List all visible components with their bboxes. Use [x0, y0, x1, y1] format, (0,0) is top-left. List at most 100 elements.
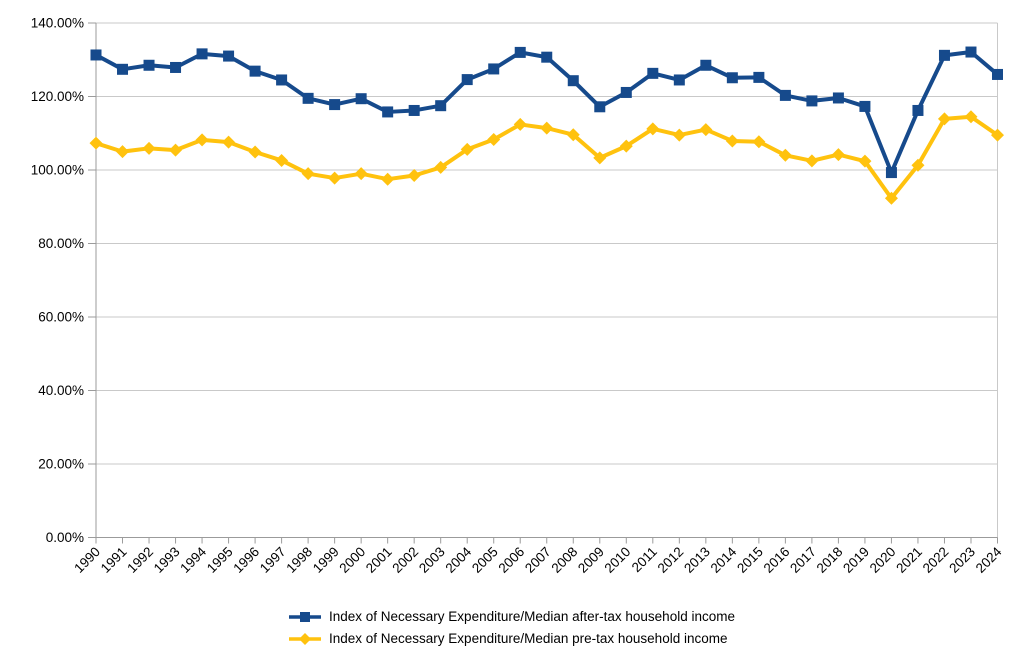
data-point-square-marker [382, 106, 394, 118]
data-point-square-marker [249, 65, 261, 77]
x-axis-label: 2022 [920, 544, 952, 576]
data-point-square-marker [196, 48, 208, 60]
data-point-square-marker [276, 74, 288, 86]
x-axis-label: 2021 [893, 544, 925, 576]
data-point-diamond-marker [169, 143, 183, 157]
x-axis-label: 2002 [389, 544, 421, 576]
data-point-diamond-marker [142, 141, 156, 155]
x-axis-label: 2014 [708, 544, 740, 576]
data-point-square-marker [806, 95, 818, 107]
x-axis-label: 2006 [496, 544, 528, 576]
x-axis-label: 1996 [230, 544, 262, 576]
data-point-diamond-marker [275, 153, 289, 167]
y-axis-label: 60.00% [38, 310, 84, 325]
data-point-square-marker [302, 92, 314, 104]
data-point-square-marker [435, 100, 447, 112]
chart-area: 0.00% 20.00% 40.00% 60.00% 80.00% 100.00% 120.… [31, 16, 1005, 576]
data-point-diamond-marker [778, 148, 792, 162]
data-point-square-marker [170, 61, 182, 73]
y-axis-label: 100.00% [31, 163, 84, 178]
chart-legend: Index of Necessary Expenditure/Median af… [0, 608, 1024, 648]
data-point-diamond-marker [460, 142, 474, 156]
data-point-diamond-marker [964, 110, 978, 124]
x-axis-label: 1997 [257, 544, 289, 576]
y-axis-label: 120.00% [31, 89, 84, 104]
data-point-diamond-marker [991, 128, 1004, 142]
data-point-diamond-marker [752, 135, 766, 149]
data-point-square-marker [408, 104, 420, 116]
x-axis-label: 1998 [283, 544, 315, 576]
data-point-diamond-marker [195, 133, 209, 147]
data-point-square-marker [832, 92, 844, 104]
y-axis-label: 0.00% [46, 530, 84, 545]
legend-item-after-tax: Index of Necessary Expenditure/Median af… [289, 608, 735, 626]
data-point-diamond-marker [619, 139, 633, 153]
x-axis-label: 1999 [310, 544, 342, 576]
data-point-diamond-marker [831, 148, 845, 162]
x-axis-label: 2018 [814, 544, 846, 576]
data-point-diamond-marker [672, 128, 686, 142]
data-point-diamond-marker [805, 154, 819, 168]
data-point-diamond-marker [725, 134, 739, 148]
x-axis-label: 2004 [442, 544, 474, 576]
data-point-square-marker [938, 49, 950, 61]
x-axis-label: 2016 [761, 544, 793, 576]
data-point-square-marker [700, 59, 712, 71]
x-axis-label: 2020 [867, 544, 899, 576]
data-point-square-marker [885, 167, 897, 179]
data-point-square-marker [620, 86, 632, 98]
data-point-square-marker [355, 93, 367, 105]
data-point-square-marker [779, 89, 791, 101]
x-axis-label: 2003 [416, 544, 448, 576]
x-axis-label: 2017 [787, 544, 819, 576]
x-axis-label: 2019 [840, 544, 872, 576]
data-point-square-marker [329, 99, 341, 111]
x-axis-label: 2010 [602, 544, 634, 576]
x-axis-label: 2000 [336, 544, 368, 576]
data-point-diamond-marker [354, 167, 368, 181]
y-axis-label: 40.00% [38, 383, 84, 398]
data-point-diamond-marker [566, 128, 580, 142]
x-axis-label: 1992 [124, 544, 156, 576]
x-axis-label: 2015 [734, 544, 766, 576]
x-axis-label: 1994 [177, 544, 209, 576]
data-point-diamond-marker [89, 136, 103, 150]
legend-line-square-icon [289, 612, 321, 622]
legend-label-pre-tax: Index of Necessary Expenditure/Median pr… [329, 631, 728, 646]
data-point-diamond-marker [116, 145, 130, 159]
data-point-square-marker [223, 50, 235, 62]
x-axis-label: 1995 [204, 544, 236, 576]
data-point-diamond-marker [434, 160, 448, 174]
data-point-square-marker [859, 100, 871, 112]
data-point-square-marker [143, 59, 155, 71]
data-point-square-marker [753, 71, 765, 83]
x-axis-label: 2007 [522, 544, 554, 576]
x-axis-label: 2024 [973, 544, 1005, 576]
data-point-square-marker [594, 101, 606, 113]
x-axis-label: 2023 [946, 544, 978, 576]
x-axis-label: 1990 [71, 544, 103, 576]
chart-legend-inner: Index of Necessary Expenditure/Median af… [289, 608, 735, 648]
data-point-diamond-marker [248, 145, 262, 159]
data-point-square-marker [673, 74, 685, 86]
data-point-square-marker [117, 63, 129, 75]
data-point-diamond-marker [407, 169, 421, 183]
legend-item-pre-tax: Index of Necessary Expenditure/Median pr… [289, 630, 727, 648]
data-point-diamond-marker [699, 123, 713, 137]
data-point-square-marker [647, 67, 659, 79]
x-axis-label: 2011 [629, 544, 660, 575]
data-point-diamond-marker [222, 135, 236, 149]
data-point-square-marker [726, 72, 738, 84]
data-point-square-marker [514, 46, 526, 58]
data-point-diamond-marker [937, 112, 951, 126]
legend-line-diamond-icon [289, 633, 321, 645]
x-axis-label: 2001 [363, 544, 395, 576]
x-axis-label: 2013 [681, 544, 713, 576]
data-point-square-marker [965, 46, 977, 58]
x-axis-label: 2005 [469, 544, 501, 576]
x-axis-label: 1991 [98, 544, 130, 576]
x-axis-label: 2012 [655, 544, 687, 576]
data-point-diamond-marker [858, 154, 872, 168]
data-point-square-marker [461, 74, 473, 86]
